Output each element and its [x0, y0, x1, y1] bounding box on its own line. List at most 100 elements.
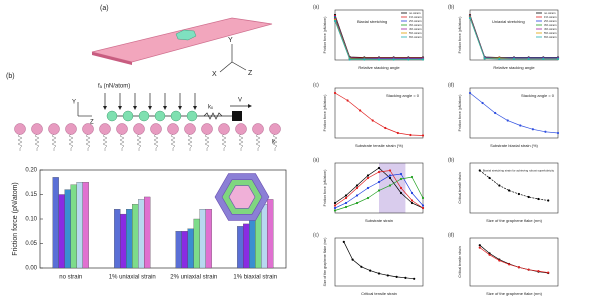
- point: [363, 58, 366, 61]
- spring: [153, 133, 159, 151]
- y-axis-label: Size of the graphene flake (nm): [323, 238, 327, 287]
- x-tick-label: 1% biaxial strain: [233, 275, 277, 281]
- point: [388, 174, 392, 177]
- spring: [119, 133, 125, 151]
- point: [395, 275, 398, 278]
- point: [377, 180, 381, 184]
- point: [348, 58, 351, 61]
- bar: [126, 209, 133, 269]
- point: [527, 268, 530, 271]
- substrate-atom: [99, 123, 111, 135]
- point: [512, 57, 516, 61]
- panel-label: (b): [448, 157, 454, 163]
- bar: [64, 189, 71, 269]
- bar: [70, 184, 77, 269]
- point: [392, 58, 395, 61]
- legend-label: 2% strain: [544, 19, 557, 23]
- bar: [120, 213, 127, 269]
- arrow-head: [248, 104, 252, 108]
- y-tick-label: 0.15: [25, 192, 37, 198]
- point: [531, 128, 534, 131]
- point: [359, 109, 362, 112]
- legend-label: 5% strain: [544, 31, 557, 35]
- point: [481, 101, 484, 105]
- substrate-atom: [235, 123, 247, 135]
- bar: [76, 182, 83, 269]
- diagram-a: (a) X Y Z: [91, 5, 273, 78]
- x-axis-label: Relative stacking angle: [358, 65, 400, 70]
- substrate-atom: [133, 123, 145, 135]
- point: [388, 176, 392, 180]
- spring: [272, 133, 278, 151]
- annotation: Biaxial stretching: [357, 19, 387, 24]
- bar: [261, 204, 268, 269]
- point: [537, 270, 540, 273]
- axis-label: Y: [72, 100, 76, 106]
- spring: [221, 133, 227, 151]
- legend-label: 1% strain: [544, 15, 557, 19]
- substrate-atom: [201, 123, 213, 135]
- spring: [204, 133, 210, 151]
- point: [421, 204, 425, 207]
- force-label: fₐ (nN/atom): [98, 84, 130, 90]
- point: [346, 99, 349, 102]
- legend-label: 3% strain: [409, 23, 422, 27]
- panel-label: (a): [313, 4, 319, 10]
- point: [421, 206, 425, 210]
- spring: [170, 133, 176, 151]
- force-arrows: [104, 93, 196, 108]
- substrate-atom: [116, 123, 128, 135]
- bar: [237, 226, 244, 269]
- bar: [193, 218, 200, 269]
- legend-label: 4% strain: [409, 27, 422, 31]
- point: [344, 194, 348, 197]
- bar: [181, 231, 188, 269]
- y-axis-label: Friction force (pN/atom): [323, 170, 327, 207]
- panel-label: (a): [313, 157, 319, 163]
- point: [542, 57, 545, 61]
- series-line: [334, 92, 424, 136]
- point: [468, 91, 472, 95]
- y-tick-label: 0.10: [25, 217, 37, 223]
- point: [556, 57, 560, 61]
- point: [355, 194, 359, 197]
- substrate-atom: [269, 123, 281, 135]
- spring-label: k: [272, 140, 276, 146]
- point: [547, 271, 550, 274]
- y-axis-label: Friction force (pN/atom): [323, 17, 327, 54]
- x-tick-label: 2% uniaxial strain: [170, 275, 217, 281]
- point: [399, 186, 403, 190]
- legend-label: 6% strain: [409, 35, 422, 39]
- point: [488, 176, 491, 180]
- legend-label: no strain: [544, 11, 556, 15]
- point: [333, 209, 337, 212]
- y-axis-label: Critical tensile strain: [458, 172, 462, 203]
- axes: [219, 44, 247, 73]
- bar: [52, 177, 59, 269]
- substrate-atom: [167, 123, 179, 135]
- substrate-atom: [48, 123, 60, 135]
- legend-label: 2% strain: [409, 19, 422, 23]
- substrate-atom: [14, 123, 26, 135]
- bar: [267, 199, 274, 269]
- bar: [138, 199, 145, 269]
- series-line: [479, 247, 549, 273]
- point: [478, 169, 481, 172]
- spring: [187, 133, 193, 151]
- bar: [243, 223, 250, 269]
- plot-frame: [334, 162, 424, 214]
- bar: [187, 228, 194, 269]
- point: [421, 196, 425, 200]
- annotation: Biaxial stretching strain for achieving …: [483, 169, 555, 173]
- spring: [102, 133, 108, 151]
- legend-label: 6% strain: [544, 35, 557, 39]
- spring: [136, 133, 142, 151]
- bar: [249, 218, 256, 269]
- point: [377, 272, 381, 275]
- spring-x: [203, 112, 223, 120]
- substrate-atom: [31, 123, 43, 135]
- point: [355, 186, 359, 190]
- point: [421, 58, 425, 61]
- point: [377, 189, 381, 192]
- substrate-atom: [82, 123, 94, 135]
